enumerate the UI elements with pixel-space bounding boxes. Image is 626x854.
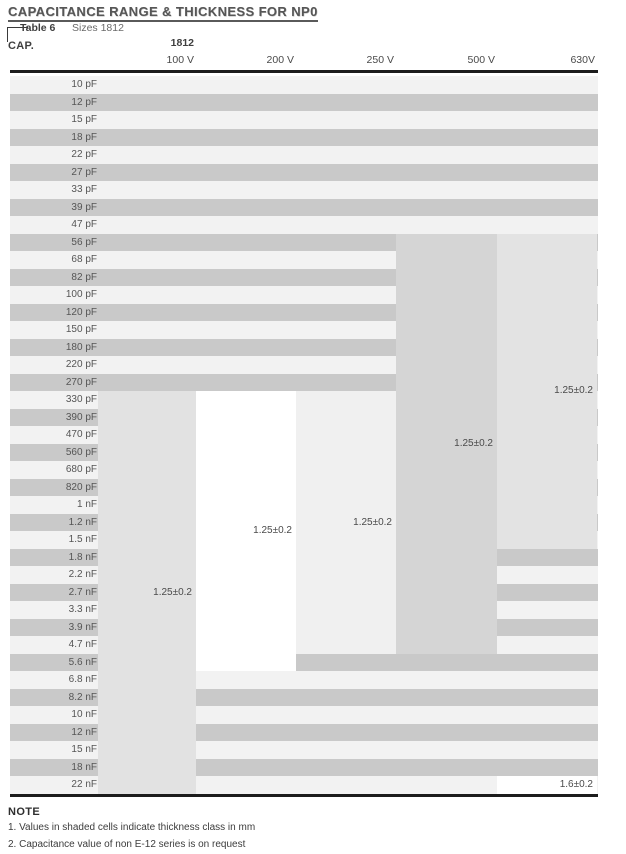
table-row-band	[10, 93, 598, 111]
capacitance-row-label: 22 nF	[71, 779, 97, 791]
capacitance-row-label: 39 pF	[71, 201, 97, 213]
capacitance-row-label: 680 pF	[65, 464, 97, 476]
thickness-block-630v	[497, 776, 597, 794]
capacitance-row-label: 100 pF	[65, 289, 97, 301]
capacitance-row-label: 330 pF	[65, 394, 97, 406]
cap-column-header: CAP.	[8, 40, 35, 52]
thickness-block-200v	[196, 391, 296, 672]
thickness-value: 1.25±0.2	[253, 525, 292, 537]
thickness-value: 1.25±0.2	[554, 385, 593, 397]
table-sizes-label: Sizes 1812	[72, 22, 124, 34]
capacitance-row-label: 12 pF	[71, 96, 97, 108]
thickness-block-250v	[296, 391, 396, 654]
capacitance-thickness-table: 1.25±0.2 1.25±0.2 1.25±0.2 1.25±0.2 1.25±0.2…	[10, 76, 598, 794]
voltage-column-header: 630V	[570, 54, 595, 66]
capacitance-row-label: 10 nF	[71, 709, 97, 721]
size-code-header: 1812	[170, 37, 194, 49]
capacitance-row-label: 12 nF	[71, 726, 97, 738]
capacitance-row-label: 33 pF	[71, 184, 97, 196]
note-title: NOTE	[8, 806, 41, 818]
capacitance-row-label: 47 pF	[71, 219, 97, 231]
capacitance-row-label: 3.9 nF	[68, 621, 97, 633]
capacitance-row-label: 270 pF	[65, 376, 97, 388]
capacitance-row-label: 18 nF	[71, 761, 97, 773]
voltage-column-header: 100 V	[166, 54, 194, 66]
table-row-band	[10, 128, 598, 147]
capacitance-row-label: 1.5 nF	[68, 534, 97, 546]
note-item: 2. Capacitance value of non E-12 series …	[8, 839, 246, 850]
capacitance-row-label: 470 pF	[65, 429, 97, 441]
thickness-value: 1.25±0.2	[353, 516, 392, 528]
voltage-column-header: 250 V	[366, 54, 394, 66]
note-item: 1. Values in shaded cells indicate thick…	[8, 822, 256, 833]
thickness-block-630v	[497, 233, 597, 549]
capacitance-row-label: 27 pF	[71, 166, 97, 178]
capacitance-row-label: 56 pF	[71, 236, 97, 248]
capacitance-row-label: 6.8 nF	[68, 674, 97, 686]
capacitance-row-label: 2.7 nF	[68, 586, 97, 598]
capacitance-row-label: 1 nF	[76, 499, 97, 511]
capacitance-row-label: 18 pF	[71, 131, 97, 143]
voltage-column-header: 500 V	[467, 54, 495, 66]
capacitance-row-label: 15 pF	[71, 114, 97, 126]
capacitance-row-label: 3.3 nF	[68, 604, 97, 616]
table-row-band	[10, 146, 598, 164]
capacitance-row-label: 120 pF	[65, 306, 97, 318]
thickness-block-500v	[396, 233, 497, 654]
table-row-band	[10, 198, 598, 217]
page-title: CAPACITANCE RANGE & THICKNESS FOR NP0	[8, 4, 318, 22]
capacitance-row-label: 8.2 nF	[68, 691, 97, 703]
capacitance-row-label: 220 pF	[65, 359, 97, 371]
table-row-band	[10, 216, 598, 234]
table-row-band	[10, 163, 598, 182]
capacitance-row-label: 22 pF	[71, 149, 97, 161]
table-row-band	[10, 181, 598, 199]
capacitance-row-label: 1.8 nF	[68, 551, 97, 563]
capacitance-row-label: 68 pF	[71, 254, 97, 266]
capacitance-row-label: 560 pF	[65, 446, 97, 458]
thickness-value: 1.25±0.2	[454, 437, 493, 449]
capacitance-row-label: 5.6 nF	[68, 656, 97, 668]
table-top-border	[10, 70, 598, 73]
capacitance-row-label: 820 pF	[65, 481, 97, 493]
thickness-value: 1.6±0.2	[559, 779, 593, 791]
table-row-band	[10, 111, 598, 129]
table-bracket-icon	[7, 27, 28, 42]
capacitance-row-label: 180 pF	[65, 341, 97, 353]
capacitance-row-label: 4.7 nF	[68, 639, 97, 651]
thickness-value: 1.25±0.2	[153, 586, 192, 598]
table-number-label: Table 6	[20, 22, 56, 34]
capacitance-row-label: 2.2 nF	[68, 569, 97, 581]
capacitance-row-label: 82 pF	[71, 271, 97, 283]
capacitance-row-label: 1.2 nF	[68, 516, 97, 528]
voltage-column-header: 200 V	[266, 54, 294, 66]
table-bottom-border	[10, 794, 598, 797]
capacitance-row-label: 390 pF	[65, 411, 97, 423]
capacitance-row-label: 150 pF	[65, 324, 97, 336]
capacitance-row-label: 10 pF	[71, 79, 97, 90]
capacitance-row-label: 15 nF	[71, 744, 97, 756]
table-row-band	[10, 76, 598, 94]
thickness-block-100v	[98, 391, 196, 794]
